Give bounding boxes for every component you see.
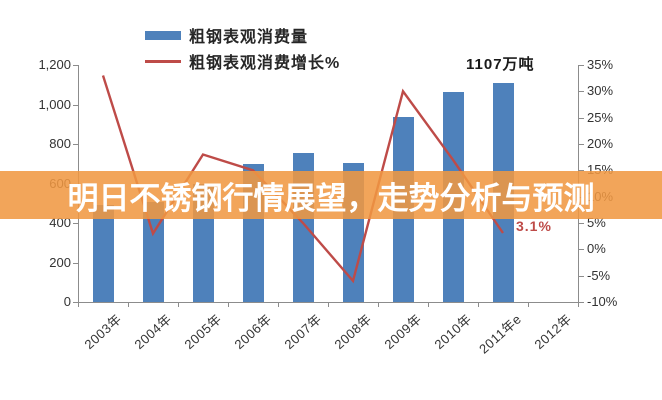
legend-label-consumption: 粗钢表观消费量 — [189, 29, 309, 46]
right-axis-tick-label: 20% — [587, 136, 614, 151]
left-axis-tick — [73, 262, 78, 264]
right-axis-tick — [579, 91, 584, 93]
x-axis-line — [78, 302, 579, 303]
left-axis-tick-label: 400 — [49, 215, 71, 230]
x-axis-tick — [528, 303, 529, 307]
bar-swatch-icon — [145, 30, 181, 40]
right-axis-tick — [579, 65, 584, 66]
x-axis-tick — [578, 303, 579, 307]
left-axis-tick — [73, 144, 78, 145]
x-axis-tick — [78, 303, 79, 307]
left-axis-tick — [73, 223, 78, 224]
right-axis-tick-label: 0% — [587, 241, 606, 257]
right-axis-tick — [579, 275, 584, 277]
x-axis-tick — [428, 303, 429, 307]
line-swatch-icon — [145, 59, 181, 63]
right-axis-tick — [579, 117, 584, 119]
left-axis-tick-label: 1,200 — [38, 57, 71, 72]
right-axis-tick-label: -5% — [587, 267, 611, 283]
x-axis-tick — [328, 303, 329, 307]
legend-item-consumption: 粗钢表观消费量 — [145, 22, 340, 48]
x-axis-tick — [128, 303, 129, 307]
right-axis-tick — [579, 170, 584, 172]
right-axis-tick-label: -10% — [587, 294, 618, 309]
right-axis-tick-label: 25% — [587, 109, 614, 125]
headline-banner: 明日不锈钢行情展望，走势分析与预测 — [0, 171, 662, 219]
right-axis-tick-label: 30% — [587, 83, 614, 99]
x-axis-tick — [178, 303, 179, 307]
x-axis-tick — [278, 303, 279, 307]
right-axis-tick-label: 35% — [587, 57, 614, 72]
legend-item-growth: 粗钢表观消费增长% — [145, 48, 340, 74]
right-axis-tick — [579, 223, 584, 224]
left-axis-tick-label: 1,000 — [38, 96, 71, 112]
left-axis-tick-label: 0 — [63, 294, 71, 309]
x-axis-tick — [228, 303, 229, 307]
left-axis-tick-label: 200 — [49, 254, 71, 270]
x-axis-tick — [478, 303, 479, 307]
legend: 粗钢表观消费量 粗钢表观消费增长% — [145, 22, 340, 74]
consumption-bar — [92, 205, 114, 302]
right-axis-tick — [579, 249, 584, 251]
x-axis-tick — [378, 303, 379, 307]
right-axis-tick — [579, 302, 584, 303]
right-axis-tick-label: 5% — [587, 215, 606, 230]
left-axis-tick — [73, 65, 78, 66]
headline-text: 明日不锈钢行情展望，走势分析与预测 — [67, 180, 595, 216]
legend-label-growth: 粗钢表观消费增长% — [189, 55, 341, 72]
left-axis-tick-label: 800 — [49, 136, 71, 151]
peak-value-annotation: 1107万吨 — [466, 56, 535, 73]
left-axis-tick — [73, 104, 78, 106]
growth-value-annotation: 3.1% — [516, 218, 552, 234]
left-axis-tick — [73, 302, 78, 303]
right-axis-tick — [579, 144, 584, 145]
